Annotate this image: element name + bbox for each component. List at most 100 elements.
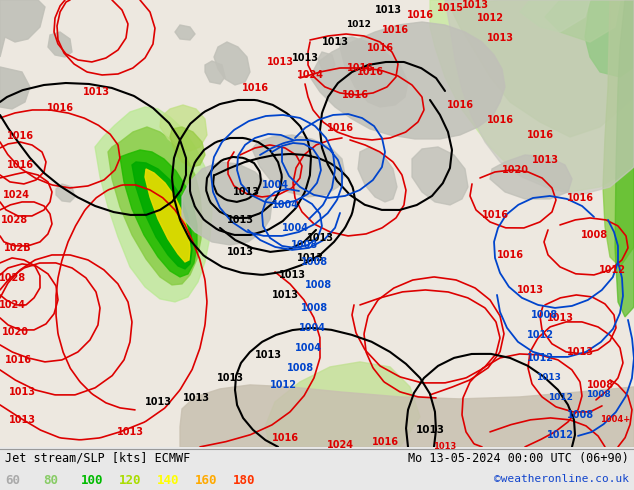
Text: 140: 140 [157, 474, 179, 487]
Text: 1028: 1028 [0, 273, 25, 283]
Polygon shape [0, 0, 634, 447]
Text: 1012: 1012 [547, 430, 574, 440]
Text: 1012: 1012 [526, 330, 553, 340]
Text: 1013: 1013 [292, 53, 318, 63]
Text: 1016: 1016 [6, 131, 34, 141]
Text: 1013: 1013 [183, 393, 209, 403]
Text: ©weatheronline.co.uk: ©weatheronline.co.uk [494, 474, 629, 484]
Text: 1008: 1008 [531, 310, 559, 320]
Polygon shape [265, 362, 420, 447]
Polygon shape [48, 32, 72, 57]
Text: 1013: 1013 [278, 270, 306, 280]
Text: 1004: 1004 [299, 323, 325, 333]
Text: 1004+: 1004+ [600, 416, 630, 424]
Text: 1024: 1024 [3, 190, 30, 200]
Text: 1013: 1013 [8, 415, 36, 425]
Text: 1013: 1013 [297, 253, 323, 263]
Polygon shape [450, 0, 634, 137]
Polygon shape [175, 25, 195, 40]
Text: 1008: 1008 [304, 280, 332, 290]
Polygon shape [180, 385, 634, 447]
Polygon shape [182, 162, 272, 245]
Polygon shape [430, 0, 634, 192]
Text: 1008: 1008 [301, 257, 328, 267]
Text: 1013: 1013 [117, 427, 143, 437]
Text: 1012: 1012 [526, 353, 553, 363]
Text: 1016: 1016 [372, 437, 399, 447]
Text: 1013: 1013 [547, 313, 574, 323]
Text: 1024: 1024 [327, 440, 354, 450]
Text: 1024: 1024 [297, 70, 323, 80]
Text: 1013: 1013 [517, 285, 543, 295]
Polygon shape [252, 135, 345, 197]
Text: 1008: 1008 [292, 240, 318, 250]
Polygon shape [318, 52, 335, 72]
Polygon shape [358, 147, 397, 202]
Polygon shape [160, 105, 207, 151]
Text: 1008: 1008 [586, 380, 614, 390]
Text: 1016: 1016 [496, 250, 524, 260]
Text: 1012: 1012 [548, 393, 573, 402]
Text: Mo 13-05-2024 00:00 UTC (06+90): Mo 13-05-2024 00:00 UTC (06+90) [408, 452, 629, 465]
Polygon shape [214, 42, 250, 85]
Polygon shape [145, 169, 190, 262]
Text: 1016: 1016 [406, 10, 434, 20]
Polygon shape [132, 162, 192, 269]
Text: 1004: 1004 [281, 223, 309, 233]
Polygon shape [120, 150, 197, 277]
Text: 60: 60 [5, 474, 20, 487]
Text: 120: 120 [119, 474, 141, 487]
Text: 1013: 1013 [145, 397, 172, 407]
Text: 1013: 1013 [216, 373, 243, 383]
Text: 1008: 1008 [287, 363, 314, 373]
Polygon shape [310, 22, 505, 139]
Polygon shape [170, 127, 205, 167]
Text: 1013: 1013 [271, 290, 299, 300]
Polygon shape [0, 67, 30, 109]
Text: 1012: 1012 [477, 13, 503, 23]
Text: 1004: 1004 [271, 200, 299, 210]
Text: 102B: 102B [4, 243, 32, 253]
Polygon shape [205, 61, 225, 84]
Polygon shape [56, 184, 75, 202]
Text: 1008: 1008 [301, 303, 328, 313]
Text: 160: 160 [195, 474, 217, 487]
Text: 1008: 1008 [581, 230, 609, 240]
Text: 1016: 1016 [446, 100, 474, 110]
Text: 1013: 1013 [321, 37, 349, 47]
Text: 180: 180 [233, 474, 256, 487]
Text: 80: 80 [43, 474, 58, 487]
Text: 1013: 1013 [254, 350, 281, 360]
Polygon shape [545, 0, 620, 42]
Text: 1013: 1013 [567, 347, 593, 357]
Text: 1013: 1013 [82, 87, 110, 97]
Text: Jet stream/SLP [kts] ECMWF: Jet stream/SLP [kts] ECMWF [5, 452, 190, 465]
Text: 1012: 1012 [269, 380, 297, 390]
Text: 1020: 1020 [1, 327, 29, 337]
Text: 1013: 1013 [233, 187, 259, 197]
Text: 1013: 1013 [226, 215, 254, 225]
Text: 1016: 1016 [356, 67, 384, 77]
Text: 1016: 1016 [342, 90, 368, 100]
Text: 100: 100 [81, 474, 103, 487]
Text: 1013: 1013 [306, 233, 333, 243]
Text: 1016: 1016 [6, 160, 34, 170]
Text: 1013: 1013 [375, 5, 401, 15]
Polygon shape [585, 0, 634, 77]
Text: 1013: 1013 [266, 57, 294, 67]
Polygon shape [490, 155, 572, 199]
Polygon shape [0, 0, 45, 57]
Polygon shape [520, 0, 590, 32]
Text: 1020: 1020 [501, 165, 529, 175]
Polygon shape [340, 37, 408, 107]
Text: 1016: 1016 [347, 63, 373, 73]
Text: 1016: 1016 [46, 103, 74, 113]
Text: 1012: 1012 [346, 21, 370, 29]
Polygon shape [95, 107, 212, 302]
Text: 1015: 1015 [436, 3, 463, 13]
Text: 1013: 1013 [486, 33, 514, 43]
Text: 1013: 1013 [415, 425, 444, 435]
Polygon shape [603, 0, 634, 267]
Polygon shape [412, 147, 468, 205]
Text: 1016: 1016 [567, 193, 593, 203]
